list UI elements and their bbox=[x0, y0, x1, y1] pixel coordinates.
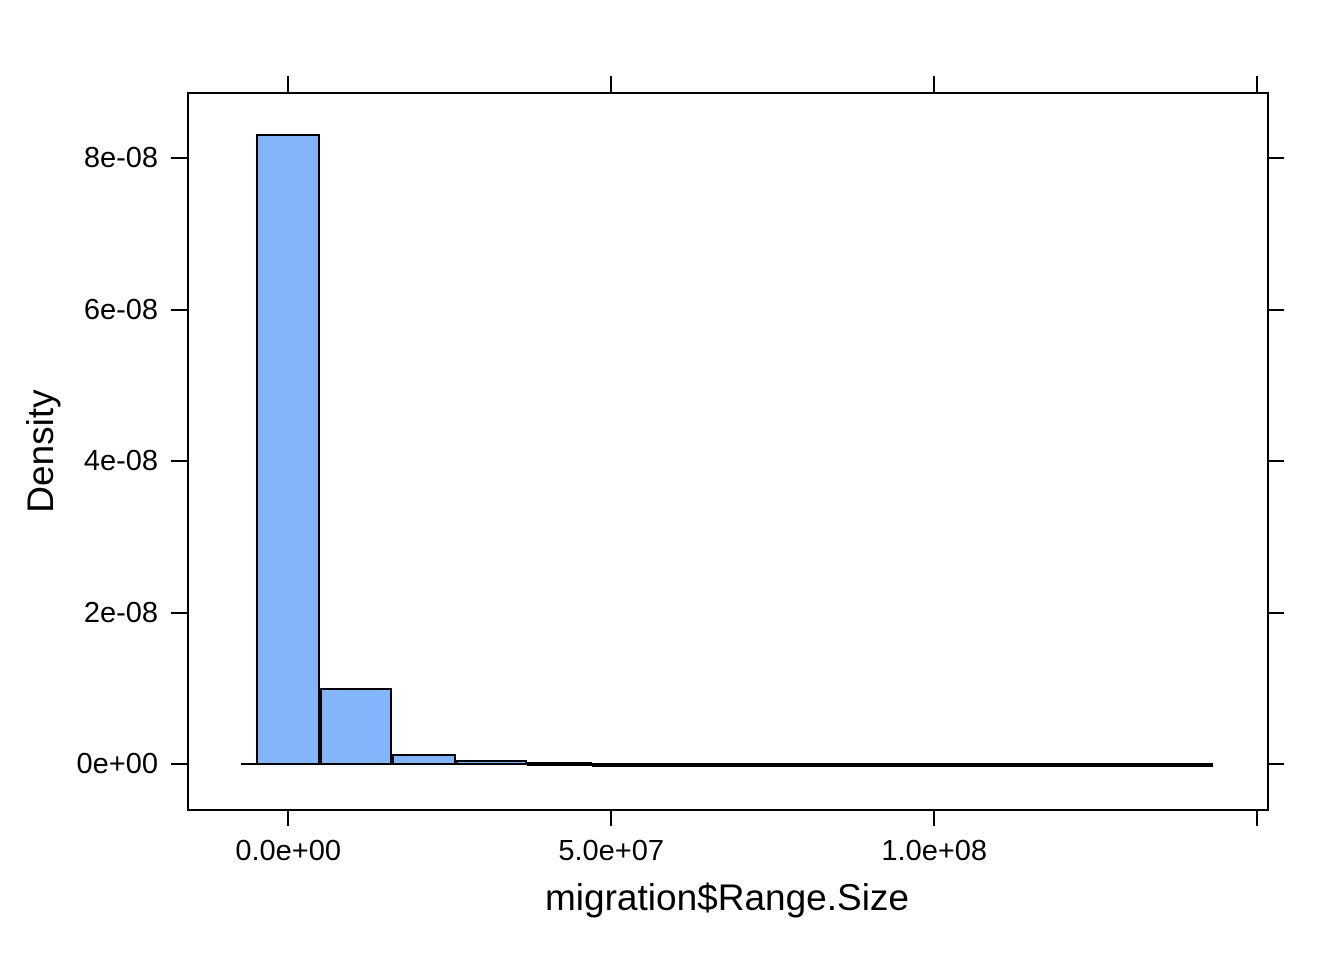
x-tick-label: 0.0e+00 bbox=[235, 835, 341, 867]
x-tick-label: 5.0e+07 bbox=[558, 835, 664, 867]
histogram-bar bbox=[320, 687, 392, 766]
y-tick bbox=[171, 157, 187, 160]
x-tick bbox=[610, 810, 613, 826]
y-tick-label: 0e+00 bbox=[76, 748, 158, 781]
y-tick bbox=[171, 460, 187, 463]
y-tick-right bbox=[1268, 763, 1284, 766]
x-tick bbox=[287, 810, 290, 826]
y-tick bbox=[171, 308, 187, 311]
y-tick-label: 4e-08 bbox=[83, 445, 158, 478]
x-tick-top bbox=[610, 76, 613, 92]
y-tick-right bbox=[1268, 157, 1284, 160]
y-tick bbox=[171, 611, 187, 614]
histogram-bar bbox=[456, 759, 528, 766]
histogram-bar bbox=[255, 134, 321, 766]
histogram-bar bbox=[527, 761, 592, 766]
histogram-bar bbox=[391, 754, 457, 766]
y-axis-title: Density bbox=[20, 389, 61, 513]
y-tick-right bbox=[1268, 460, 1284, 463]
x-tick bbox=[933, 810, 936, 826]
y-tick bbox=[171, 763, 187, 766]
y-tick-label: 2e-08 bbox=[83, 596, 158, 629]
x-axis-title: migration$Range.Size bbox=[544, 877, 910, 918]
x-tick-label: 1.0e+08 bbox=[881, 835, 988, 867]
y-tick-label: 8e-08 bbox=[83, 142, 158, 175]
plot-area bbox=[187, 92, 1269, 811]
y-tick-right bbox=[1268, 611, 1284, 614]
y-tick-right bbox=[1268, 308, 1284, 311]
y-tick-label: 6e-08 bbox=[83, 293, 158, 326]
x-tick-top bbox=[1256, 76, 1259, 92]
x-tick-top bbox=[287, 76, 290, 92]
x-tick-top bbox=[933, 76, 936, 92]
histogram-bar bbox=[591, 763, 1214, 768]
x-tick bbox=[1256, 810, 1259, 826]
